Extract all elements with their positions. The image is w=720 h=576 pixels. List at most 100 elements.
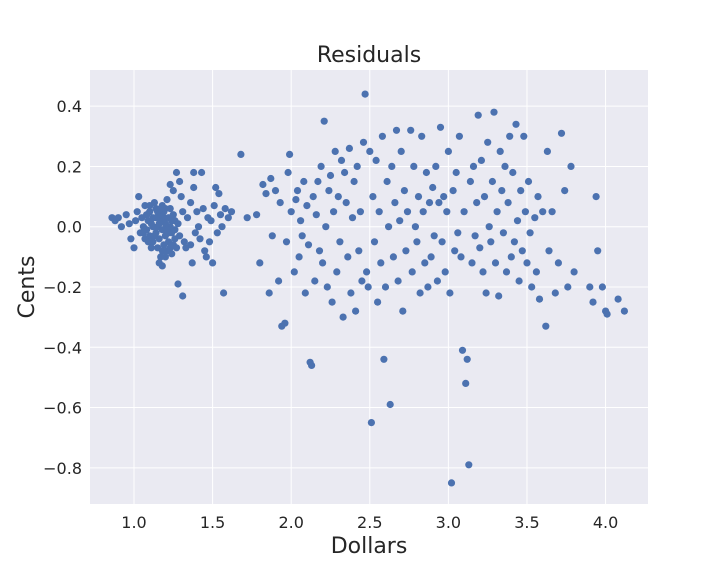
scatter-point	[367, 419, 375, 427]
scatter-point	[284, 168, 292, 177]
scatter-point	[344, 253, 352, 261]
scatter-point	[322, 223, 330, 231]
scatter-point	[386, 400, 394, 409]
scatter-point	[471, 232, 479, 240]
scatter-point	[295, 253, 303, 261]
scatter-point	[169, 211, 177, 219]
scatter-point	[554, 259, 563, 267]
scatter-point	[416, 289, 424, 297]
scatter-point	[194, 223, 203, 231]
scatter-point	[168, 250, 176, 258]
scatter-point	[381, 283, 390, 291]
scatter-point	[155, 259, 163, 267]
scatter-point	[352, 307, 360, 315]
scatter-point	[414, 193, 423, 201]
scatter-point	[315, 247, 324, 255]
scatter-point	[545, 247, 553, 255]
scatter-point	[339, 313, 347, 321]
scatter-point	[620, 307, 629, 315]
scatter-point	[488, 177, 496, 186]
scatter-point	[127, 235, 135, 243]
scatter-point	[433, 277, 441, 285]
x-tick-label: 1.5	[200, 513, 225, 532]
x-axis-label: Dollars	[331, 534, 408, 559]
scatter-point	[334, 193, 342, 201]
scatter-point	[496, 147, 504, 155]
scatter-point	[292, 196, 300, 204]
scatter-point	[198, 168, 206, 177]
scatter-point	[400, 187, 408, 195]
scatter-point	[253, 211, 261, 219]
scatter-point	[163, 196, 171, 204]
scatter-point	[510, 238, 518, 246]
scatter-point	[564, 283, 572, 291]
scatter-point	[561, 187, 569, 195]
scatter-point	[586, 283, 594, 291]
scatter-point	[262, 190, 270, 198]
x-tick-labels: 1.0 1.5 2.0 2.5 3.0 3.5 4.0	[121, 513, 618, 532]
scatter-point	[207, 217, 215, 225]
scatter-point	[188, 259, 196, 267]
scatter-point	[176, 177, 184, 186]
scatter-point	[311, 277, 319, 285]
scatter-point	[224, 214, 232, 222]
scatter-point	[172, 168, 181, 177]
scatter-point	[507, 253, 515, 261]
scatter-point	[455, 132, 463, 140]
y-tick-label: −0.8	[43, 459, 82, 478]
scatter-point	[399, 307, 407, 315]
scatter-point	[281, 319, 289, 327]
scatter-point	[276, 199, 284, 207]
scatter-point	[418, 132, 426, 140]
y-tick-labels: −0.8 −0.6 −0.4 −0.2 0.0 0.2 0.4	[43, 97, 82, 478]
scatter-point	[476, 244, 484, 252]
scatter-point	[183, 214, 192, 222]
scatter-point	[177, 193, 185, 201]
scatter-point	[372, 156, 380, 164]
scatter-point	[165, 229, 173, 237]
scatter-point	[363, 268, 371, 276]
scatter-point	[169, 187, 177, 195]
scatter-point	[477, 156, 485, 164]
scatter-point	[512, 120, 520, 128]
scatter-point	[187, 199, 195, 207]
scatter-point	[506, 132, 514, 140]
scatter-point	[394, 277, 402, 285]
scatter-point	[473, 199, 481, 207]
scatter-point	[199, 205, 207, 213]
scatter-point	[135, 193, 143, 201]
scatter-point	[402, 247, 410, 255]
scatter-point	[180, 238, 188, 246]
scatter-point	[521, 208, 530, 216]
scatter-point	[158, 247, 166, 255]
scatter-point	[369, 193, 377, 201]
scatter-point	[411, 223, 419, 231]
scatter-point	[268, 232, 276, 240]
scatter-point	[308, 361, 316, 369]
scatter-point	[551, 289, 559, 297]
scatter-point	[449, 187, 457, 195]
scatter-point	[532, 268, 541, 276]
scatter-point	[297, 217, 305, 225]
scatter-point	[502, 268, 511, 276]
scatter-point	[179, 208, 187, 216]
scatter-point	[424, 283, 432, 291]
scatter-points	[108, 90, 629, 487]
scatter-point	[201, 247, 209, 255]
scatter-point	[356, 208, 364, 216]
scatter-point	[567, 162, 575, 170]
scatter-point	[139, 229, 147, 237]
scatter-point	[132, 217, 140, 225]
scatter-point	[312, 211, 320, 219]
scatter-point	[524, 177, 533, 186]
scatter-point	[366, 147, 374, 155]
scatter-point	[430, 232, 438, 240]
scatter-point	[408, 268, 416, 276]
scatter-point	[337, 156, 346, 164]
scatter-point	[374, 298, 382, 306]
scatter-point	[122, 211, 130, 219]
scatter-point	[323, 283, 331, 291]
scatter-point	[147, 244, 155, 252]
scatter-point	[458, 346, 467, 354]
scatter-point	[462, 379, 470, 387]
